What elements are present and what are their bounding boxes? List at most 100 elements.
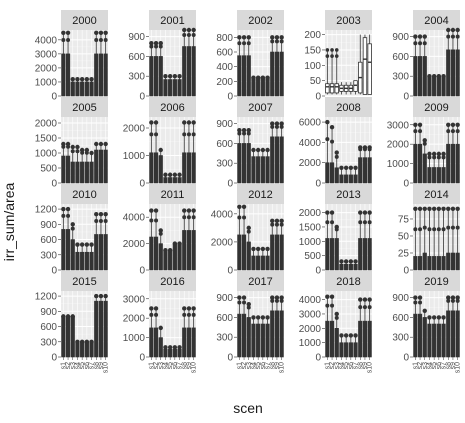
box-body [422, 252, 427, 271]
facet-strip [61, 271, 108, 291]
outlier-point [154, 44, 159, 49]
y-tick-label: 3000 [387, 120, 410, 131]
outlier-point [241, 35, 247, 40]
outlier-point [172, 345, 178, 350]
x-tick-label: s4 [250, 362, 257, 370]
box-body [84, 81, 89, 97]
outlier-point [450, 295, 456, 300]
outlier-point [353, 333, 358, 338]
box-body [339, 174, 344, 184]
y-tick-label: 500 [40, 164, 57, 175]
outlier-point [182, 306, 187, 311]
y-tick-label: 900 [128, 32, 145, 43]
x-tick-label: s10 [103, 362, 110, 373]
outlier-point [182, 312, 187, 317]
facet-panel-2007: 2007 0 300 600 900 [216, 97, 284, 190]
outlier-point [432, 155, 437, 160]
y-tick-label: 3000 [35, 49, 58, 60]
outlier-point [260, 147, 266, 153]
box-body [455, 143, 460, 184]
outlier-point [325, 220, 330, 225]
box-body [103, 234, 108, 271]
box-body [84, 341, 89, 358]
outlier-point [431, 151, 437, 157]
outlier-point [246, 302, 251, 307]
box-body [163, 249, 168, 271]
y-tick-label: 0 [227, 179, 233, 190]
y-tick-label: 0 [403, 92, 409, 103]
outlier-point [358, 297, 363, 302]
box-body [417, 56, 423, 97]
x-tick-label: s6 [172, 362, 179, 370]
facet-panel-2014: 2014 0 25 50 75 [398, 184, 460, 277]
y-tick-label: 1500 [299, 222, 322, 233]
y-tick-label: 300 [40, 250, 57, 261]
y-tick-label: 600 [392, 313, 409, 324]
box-body [348, 263, 353, 271]
facet-panel-2013: 2013 0 500 1000 1500 2000 [299, 184, 372, 277]
box-body [455, 252, 460, 271]
facet-strip-label: 2009 [424, 102, 448, 114]
outlier-point [274, 295, 280, 300]
box-body [436, 75, 441, 97]
y-tick-label: 300 [392, 72, 409, 83]
facet-strip-label: 2016 [160, 276, 184, 288]
y-tick-label: 2000 [299, 158, 322, 169]
outlier-point [70, 222, 75, 227]
outlier-point [455, 34, 460, 39]
box-body [251, 255, 256, 271]
y-tick-label: 2000 [299, 324, 322, 335]
x-tick-label: s2 [153, 362, 160, 370]
y-tick-label: 1000 [299, 338, 322, 349]
outlier-point [246, 41, 251, 46]
box-body [75, 81, 80, 97]
outlier-point [242, 300, 247, 305]
outlier-point [89, 242, 94, 247]
outlier-point [367, 297, 372, 302]
outlier-point [251, 147, 256, 153]
outlier-point [149, 312, 154, 317]
outlier-point [274, 222, 279, 227]
box-body [89, 81, 94, 97]
outlier-point [417, 34, 423, 39]
outlier-point [79, 76, 85, 82]
box-body [265, 255, 270, 271]
box-body [353, 80, 358, 92]
outlier-point [441, 206, 446, 211]
box-body [450, 310, 456, 358]
outlier-point [186, 32, 191, 37]
outlier-point [432, 227, 437, 232]
box-body [246, 143, 251, 184]
outlier-point [149, 120, 154, 125]
box-body [325, 320, 330, 358]
box-body [158, 337, 163, 358]
box-body [251, 77, 256, 97]
outlier-point [182, 120, 187, 125]
facet-strip [325, 97, 372, 117]
box-body [329, 320, 335, 358]
facet-strip-label: 2004 [424, 15, 448, 27]
y-tick-label: 900 [216, 119, 233, 130]
outlier-point [274, 39, 279, 44]
outlier-point [66, 144, 71, 149]
outlier-point [191, 306, 196, 311]
box-body [89, 251, 94, 271]
x-tick-label: s9 [186, 362, 193, 370]
facet-strip [237, 184, 284, 204]
facet-strip [237, 97, 284, 117]
facet-panel-2006: 2006 0 1000 2000 [123, 97, 196, 190]
outlier-point [413, 122, 418, 127]
facet-panel-2010: 2010 0 300 600 900 1200 [35, 184, 108, 277]
outlier-point [270, 121, 275, 126]
outlier-point [172, 241, 178, 246]
outlier-point [186, 120, 192, 125]
outlier-point [182, 208, 187, 213]
outlier-point [84, 150, 89, 155]
outlier-point [153, 306, 159, 311]
x-tick-label: s1 [324, 362, 331, 370]
facet-strip-label: 2013 [336, 189, 360, 201]
box-body [256, 77, 261, 97]
box-body [325, 83, 330, 94]
box-body [367, 157, 372, 184]
